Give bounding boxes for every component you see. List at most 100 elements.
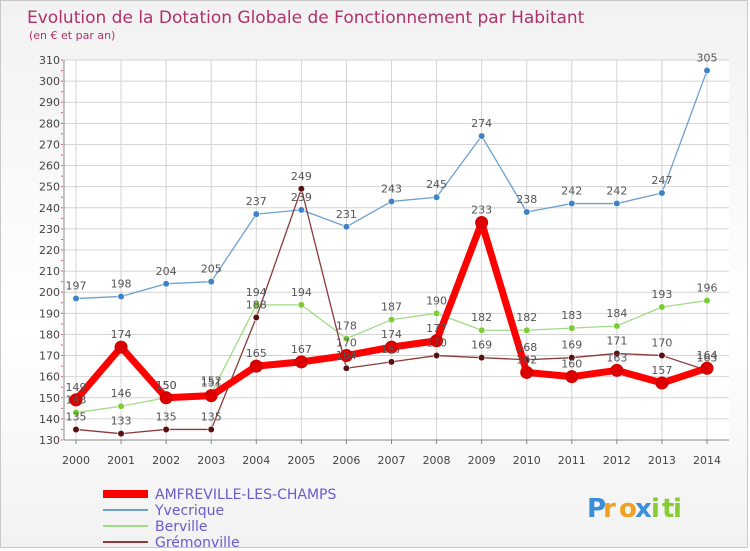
- data-point: [204, 389, 218, 403]
- data-point: [658, 351, 666, 360]
- data-label: 146: [111, 387, 132, 400]
- data-point: [568, 199, 576, 208]
- data-point: [387, 358, 396, 366]
- data-point: [72, 408, 80, 417]
- grid: [64, 59, 729, 441]
- data-point: [252, 210, 260, 218]
- data-point: [568, 354, 576, 362]
- x-tick-label: 2014: [693, 454, 721, 467]
- x-tick-label: 2004: [242, 454, 270, 467]
- y-tick-label: 190: [39, 307, 60, 320]
- data-label: 184: [606, 307, 627, 320]
- data-label: 152: [201, 375, 222, 388]
- data-label: 165: [246, 347, 267, 360]
- data-label: 239: [291, 191, 312, 204]
- data-point: [297, 301, 305, 309]
- series: [69, 66, 714, 438]
- data-label: 183: [561, 309, 582, 322]
- data-point: [613, 322, 621, 330]
- y-tick-label: 140: [39, 413, 60, 426]
- data-label: 135: [201, 410, 222, 423]
- y-tick-label: 300: [39, 75, 60, 88]
- x-tick-label: 2008: [423, 454, 451, 467]
- y-tick-label: 210: [39, 265, 60, 278]
- x-tick-label: 2002: [152, 454, 180, 467]
- data-label: 170: [651, 337, 672, 350]
- data-point: [159, 391, 173, 405]
- data-point: [385, 340, 398, 354]
- x-tick-label: 2000: [62, 454, 90, 467]
- data-label: 157: [651, 364, 672, 377]
- data-point: [565, 370, 579, 384]
- data-point: [114, 340, 128, 354]
- data-point: [387, 197, 396, 206]
- data-point: [523, 326, 531, 334]
- data-label: 182: [516, 311, 537, 324]
- data-point: [117, 292, 125, 301]
- x-tick-label: 2001: [107, 454, 135, 467]
- data-label: 197: [66, 280, 87, 293]
- data-label: 198: [111, 277, 132, 290]
- y-tick-label: 290: [39, 96, 60, 109]
- data-label: 249: [291, 170, 312, 183]
- data-point: [297, 206, 305, 214]
- brand-letter: x: [635, 494, 652, 524]
- y-tick-label: 260: [39, 160, 60, 173]
- data-point: [207, 425, 215, 434]
- data-point: [478, 354, 486, 362]
- data-label: 169: [561, 339, 582, 352]
- data-point: [520, 365, 534, 379]
- data-labels: 197 198 204 205 237 239 231 243 245 274 238 242 242 2…: [66, 52, 718, 428]
- data-label: 187: [381, 301, 402, 314]
- data-label: 135: [66, 410, 87, 423]
- y-tick-label: 180: [39, 328, 60, 341]
- brand-letter: t: [662, 494, 674, 524]
- x-tick-label: 2011: [558, 454, 586, 467]
- data-point: [72, 425, 80, 434]
- data-label: 182: [471, 311, 492, 324]
- data-label: 243: [381, 182, 402, 195]
- data-point: [658, 303, 666, 311]
- data-point: [297, 185, 305, 193]
- data-label: 170: [336, 337, 357, 350]
- legend: AMFREVILLE-LES-CHAMPSYvecriqueBervilleGr…: [103, 487, 336, 551]
- x-tick-label: 2003: [197, 454, 225, 467]
- data-label: 170: [426, 337, 447, 350]
- data-label: 174: [381, 328, 402, 341]
- y-tick-label: 220: [39, 244, 60, 257]
- data-point: [478, 326, 486, 334]
- data-point: [658, 189, 666, 197]
- data-label: 135: [156, 410, 177, 423]
- data-label: 150: [156, 379, 177, 392]
- data-label: 188: [246, 299, 267, 312]
- data-label: 163: [606, 351, 627, 364]
- data-point: [339, 349, 353, 363]
- chart-subtitle: (en € et par an): [29, 29, 115, 42]
- data-point: [655, 376, 669, 390]
- data-label: 149: [66, 381, 87, 394]
- data-label: 190: [426, 294, 447, 307]
- data-label: 171: [606, 334, 627, 347]
- data-label: 177: [426, 322, 447, 335]
- y-tick-label: 240: [39, 202, 60, 215]
- data-point: [117, 430, 125, 438]
- data-label: 167: [291, 343, 312, 356]
- data-point: [162, 425, 170, 434]
- data-point: [703, 66, 711, 75]
- data-label: 143: [66, 394, 87, 407]
- y-tick-label: 310: [39, 54, 60, 67]
- y-tick-label: 250: [39, 181, 60, 194]
- data-label: 247: [651, 174, 672, 187]
- data-point: [478, 132, 486, 140]
- legend-label: Grémonville: [155, 535, 240, 551]
- data-point: [162, 280, 170, 288]
- x-tick-label: 2012: [603, 454, 631, 467]
- data-label: 162: [516, 353, 537, 366]
- data-point: [294, 355, 308, 369]
- data-point: [613, 199, 621, 208]
- data-label: 164: [697, 349, 718, 362]
- legend-label: Yvecrique: [154, 503, 224, 519]
- data-point: [342, 364, 351, 372]
- x-tick-label: 2005: [287, 454, 315, 467]
